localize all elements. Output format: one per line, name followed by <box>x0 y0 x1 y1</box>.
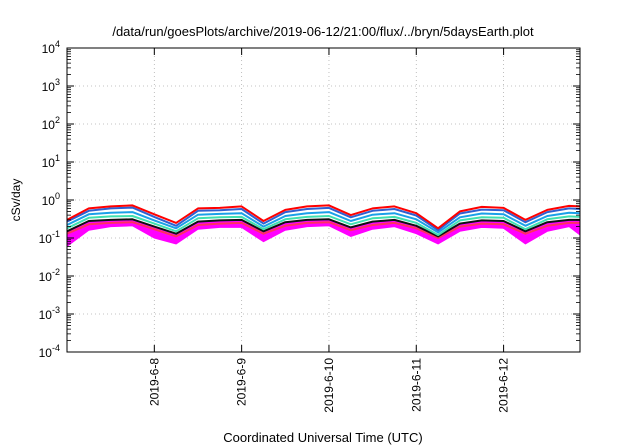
chart-title: /data/run/goesPlots/archive/2019-06-12/2… <box>112 24 534 39</box>
y-tick-labels: 10-4 10-3 10-2 10-1 100 101 102 103 104 <box>39 39 60 360</box>
data-series-layer <box>66 204 581 248</box>
y-tick-label: 100 <box>42 191 60 208</box>
series-line-0 <box>66 204 581 230</box>
y-tick-label: 10-1 <box>39 229 60 246</box>
y-tick-label: 10-2 <box>39 267 60 284</box>
y-tick-label: 102 <box>42 115 60 132</box>
series-line-5 <box>66 221 580 239</box>
grid-lines <box>67 48 580 352</box>
x-tick-labels: 2019-6-8 2019-6-9 2019-6-10 2019-6-11 2019-6… <box>147 358 510 413</box>
x-axis-label: Coordinated Universal Time (UTC) <box>223 430 422 445</box>
series-line-3 <box>66 215 581 236</box>
axis-ticks <box>67 47 580 353</box>
y-tick-label: 104 <box>42 39 60 56</box>
x-tick-label: 2019-6-12 <box>497 358 511 413</box>
series-line-2 <box>66 211 581 234</box>
series-line-4 <box>66 218 580 238</box>
x-tick-label: 2019-6-8 <box>147 358 161 406</box>
x-tick-label: 2019-6-11 <box>409 358 423 412</box>
x-tick-label: 2019-6-10 <box>322 358 336 413</box>
x-tick-label: 2019-6-9 <box>235 358 249 406</box>
y-tick-label: 10-3 <box>39 305 60 322</box>
series-line-1 <box>66 206 581 232</box>
y-tick-label: 101 <box>42 153 60 170</box>
y-tick-label: 103 <box>42 77 60 94</box>
y-axis-label: cSv/day <box>9 179 23 222</box>
y-tick-label: 10-4 <box>39 343 60 360</box>
